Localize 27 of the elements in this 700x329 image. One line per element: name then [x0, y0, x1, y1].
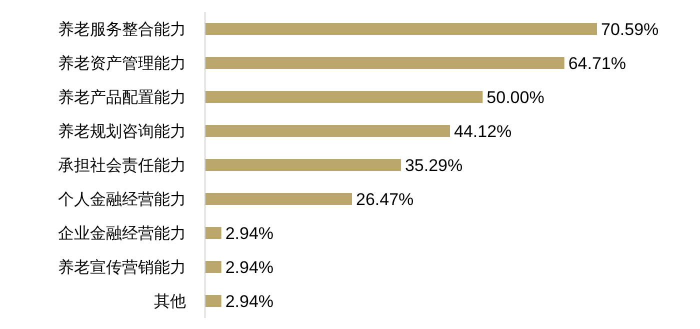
y-tick-label: 养老宣传营销能力 — [58, 258, 186, 276]
y-tick-label: 养老产品配置能力 — [58, 88, 186, 106]
bar — [205, 261, 222, 273]
bar — [205, 193, 352, 205]
y-tick-label: 承担社会责任能力 — [58, 156, 186, 174]
data-label: 35.29% — [404, 156, 463, 175]
bar — [205, 91, 483, 103]
data-label: 44.12% — [454, 122, 512, 141]
data-label: 70.59% — [601, 20, 659, 39]
data-label: 64.71% — [568, 54, 626, 73]
y-tick-label: 养老资产管理能力 — [58, 54, 186, 72]
data-label: 50.00% — [486, 88, 544, 107]
bar — [205, 227, 222, 239]
bar — [205, 159, 401, 171]
data-label: 26.47% — [356, 190, 414, 209]
data-label: 2.94% — [225, 224, 274, 243]
bar — [205, 125, 450, 137]
data-label: 2.94% — [225, 292, 274, 311]
data-label: 2.94% — [225, 258, 274, 277]
y-tick-label: 其他 — [154, 292, 186, 310]
y-tick-label: 养老服务整合能力 — [58, 20, 186, 38]
bar — [205, 57, 564, 69]
y-tick-label: 养老规划咨询能力 — [58, 122, 186, 140]
bar — [205, 23, 597, 35]
y-tick-label: 个人金融经营能力 — [58, 190, 186, 208]
bar — [205, 295, 222, 307]
y-tick-label: 企业金融经营能力 — [58, 224, 186, 242]
